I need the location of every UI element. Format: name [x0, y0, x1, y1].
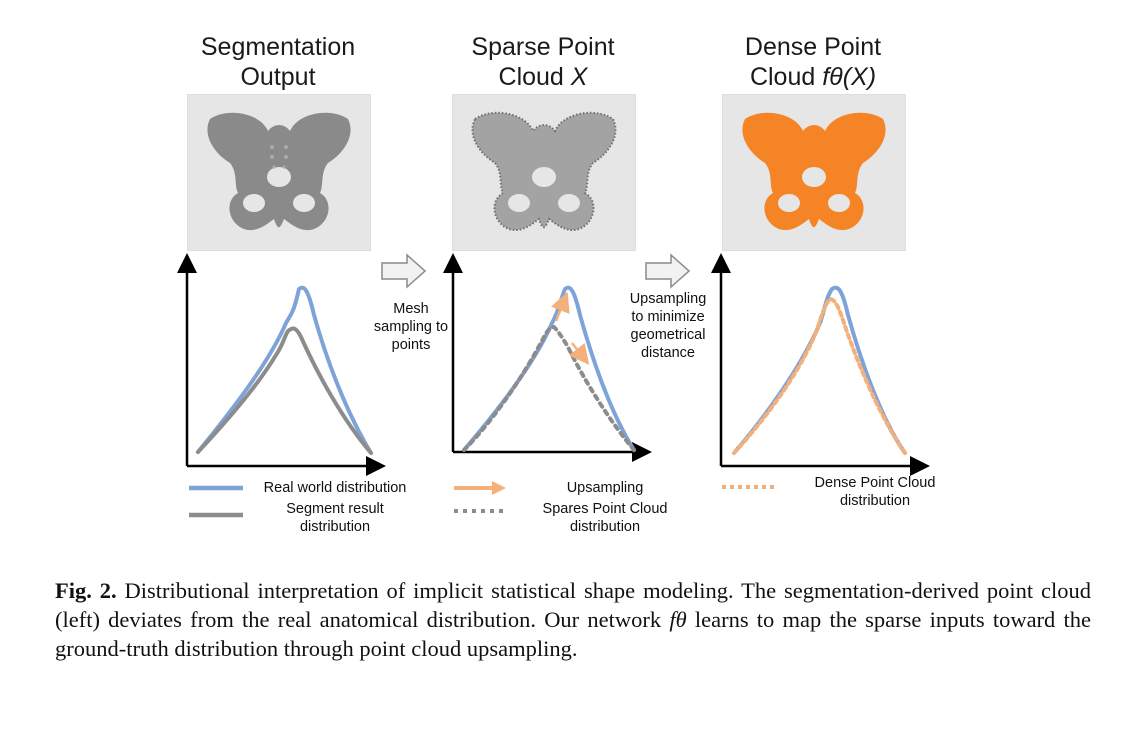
title-sparse-point-cloud: Sparse Point Cloud X	[443, 32, 643, 92]
legend-line: distribution	[569, 519, 641, 535]
label-line: Upsampling	[629, 291, 707, 307]
title-segmentation-output: Segmentation Output	[178, 32, 378, 92]
segmentation-distribution-plot	[177, 253, 386, 476]
title-line: Segmentation	[200, 33, 356, 61]
real-world-curve	[462, 285, 636, 452]
upsampling-arrow-icon	[568, 342, 590, 365]
legend-segment-result: Segment result distribution	[245, 500, 425, 536]
mesh-sampling-label: Mesh sampling to points	[364, 300, 458, 354]
right-arrow-icon	[381, 253, 427, 289]
segment-result-curve	[196, 326, 373, 455]
dense-curve	[732, 296, 907, 455]
caption-text: learns to map the sparse inputs toward t…	[55, 607, 1092, 661]
upsampling-label: Upsampling to minimize geometrical dista…	[616, 290, 720, 362]
title-line: Sparse Point	[471, 33, 615, 61]
legend-line: Spares Point Cloud	[542, 501, 668, 517]
dense-distribution-plot	[711, 253, 930, 476]
title-line: Dense Point	[744, 33, 882, 61]
title-line: Cloud X	[443, 62, 643, 92]
legend-dense-cloud: Dense Point Cloud distribution	[790, 474, 960, 510]
pelvis-segmentation-image	[188, 95, 370, 250]
label-line: distance	[640, 345, 695, 361]
legend-sparse-cloud: Spares Point Cloud distribution	[520, 500, 690, 536]
label-line: points	[391, 337, 431, 353]
pelvis-dense-point-cloud-image	[723, 95, 905, 250]
caption-text: Distributional interpretation of implici…	[55, 578, 1092, 632]
title-dense-point-cloud: Dense Point Cloud fθ(X)	[713, 32, 913, 92]
title-line: Cloud fθ(X)	[713, 62, 913, 92]
segmentation-image-panel	[187, 94, 371, 251]
title-word: Cloud	[498, 63, 564, 91]
label-line: Mesh	[393, 301, 429, 317]
legend-line: Segment result	[286, 501, 384, 517]
arrowhead-icon	[492, 481, 506, 495]
label-line: to minimize	[631, 309, 705, 325]
title-math: fθ(X)	[822, 63, 877, 91]
legend-real-world: Real world distribution	[263, 480, 407, 496]
upsampling-arrow-icon	[551, 291, 570, 322]
caption-math: fθ	[669, 607, 687, 632]
legend-line: Dense Point Cloud	[814, 475, 936, 491]
real-world-curve	[196, 285, 373, 455]
label-line: sampling to	[373, 319, 449, 335]
legend-upsampling: Upsampling	[566, 480, 644, 496]
real-world-curve	[732, 285, 907, 455]
title-word: Cloud	[749, 63, 816, 91]
legend-line: distribution	[839, 493, 911, 509]
title-math: X	[570, 63, 588, 91]
legend-swatches-middle	[454, 481, 506, 513]
caption-label: Fig. 2.	[55, 578, 117, 603]
pelvis-sparse-point-cloud-image	[453, 95, 635, 250]
legend-swatches-left	[189, 485, 243, 518]
figure-caption: Fig. 2. Distributional interpretation of…	[55, 576, 1091, 663]
label-line: geometrical	[630, 327, 706, 343]
right-arrow-icon	[645, 253, 691, 289]
sparse-point-cloud-image-panel	[452, 94, 636, 251]
legend-swatches-right	[722, 485, 774, 489]
sparse-curve	[462, 324, 636, 452]
dense-point-cloud-image-panel	[722, 94, 906, 251]
sparse-distribution-plot	[443, 253, 652, 462]
legend-line: distribution	[299, 519, 371, 535]
title-line: Output	[240, 63, 316, 91]
